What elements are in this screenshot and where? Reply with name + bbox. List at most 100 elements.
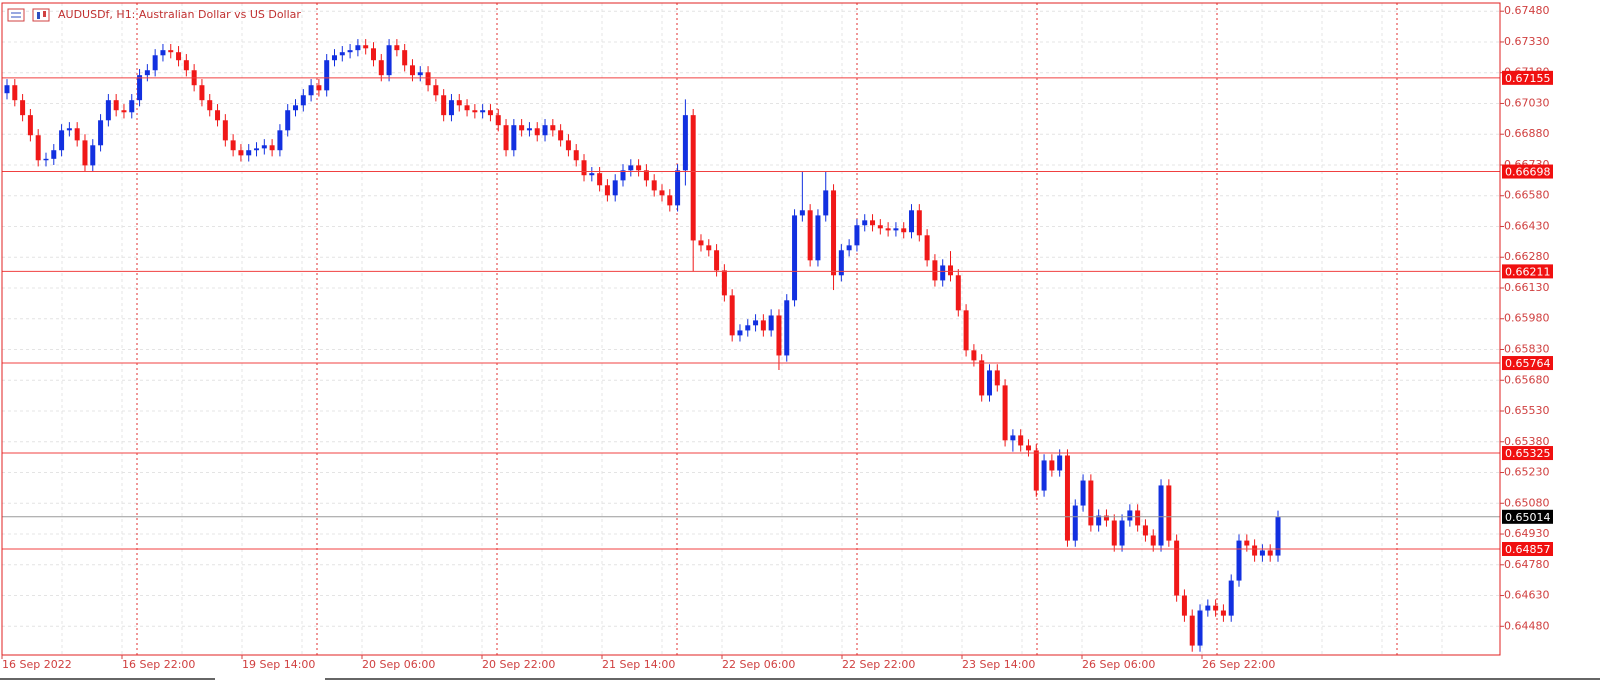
y-tick-label: 0.64780 bbox=[1504, 558, 1550, 571]
candle-body bbox=[35, 135, 41, 161]
candle-body bbox=[651, 180, 657, 191]
candle-body bbox=[487, 110, 493, 116]
candle-body bbox=[409, 65, 415, 76]
candle-body bbox=[589, 173, 595, 176]
candle-body bbox=[254, 148, 260, 151]
candle-body bbox=[823, 190, 829, 216]
candle-body bbox=[300, 95, 306, 106]
candle-body bbox=[129, 100, 135, 113]
y-tick-label: 0.67480 bbox=[1504, 4, 1550, 17]
candle-body bbox=[1080, 480, 1086, 506]
candle-body bbox=[168, 50, 174, 53]
candle-body bbox=[293, 105, 299, 111]
candle-body bbox=[20, 100, 26, 116]
candle-body bbox=[753, 320, 759, 326]
candle-body bbox=[909, 210, 915, 233]
x-tick-label: 16 Sep 2022 bbox=[2, 658, 72, 671]
candle-body bbox=[207, 100, 213, 111]
candle-body bbox=[729, 295, 735, 336]
candle-body bbox=[59, 130, 65, 151]
toolbar-icons bbox=[7, 8, 50, 22]
level-tag bbox=[1502, 541, 1553, 556]
candle-body bbox=[51, 150, 57, 159]
candle-body bbox=[854, 225, 860, 246]
candle-body bbox=[698, 240, 704, 246]
candle-body bbox=[994, 370, 1000, 386]
candle-body bbox=[1174, 540, 1180, 596]
candle-body bbox=[1244, 540, 1250, 546]
candle-body bbox=[550, 125, 556, 131]
candle-body bbox=[901, 228, 907, 233]
candle-body bbox=[316, 85, 322, 91]
candle-body bbox=[456, 100, 462, 106]
candle-body bbox=[768, 315, 774, 331]
period-separators bbox=[136, 3, 1398, 655]
candle-body bbox=[776, 315, 782, 356]
candle-body bbox=[4, 85, 10, 94]
candle-body bbox=[1259, 550, 1265, 556]
y-tick-label: 0.64930 bbox=[1504, 527, 1550, 540]
y-tick-label: 0.67030 bbox=[1504, 96, 1550, 109]
candle-body bbox=[269, 145, 275, 151]
level-tag bbox=[1502, 356, 1553, 371]
current-price-tag bbox=[1502, 509, 1553, 524]
y-tick-label: 0.65230 bbox=[1504, 466, 1550, 479]
candle-body bbox=[862, 220, 868, 226]
candle-body bbox=[986, 370, 992, 396]
candle-body bbox=[1096, 515, 1102, 526]
candle-body bbox=[152, 55, 158, 71]
candle-body bbox=[261, 145, 267, 149]
level-label: 0.65325 bbox=[1505, 447, 1551, 460]
level-label: 0.67155 bbox=[1505, 72, 1551, 85]
x-tick-label: 20 Sep 06:00 bbox=[362, 658, 435, 671]
candle-body bbox=[581, 160, 587, 176]
candle-body bbox=[1181, 595, 1187, 616]
level-tag bbox=[1502, 70, 1553, 85]
icon[interactable] bbox=[32, 8, 50, 22]
candle-body bbox=[1205, 605, 1211, 611]
candle-body bbox=[98, 120, 104, 146]
candle-body bbox=[402, 50, 408, 66]
scroll-bar bbox=[325, 678, 1600, 680]
candle-body bbox=[1142, 525, 1148, 536]
level-label: 0.65764 bbox=[1505, 357, 1551, 370]
level-tag bbox=[1502, 264, 1553, 279]
candle-body bbox=[636, 165, 642, 171]
candle-body bbox=[565, 140, 571, 151]
candle-body bbox=[480, 110, 486, 113]
candle-body bbox=[74, 128, 80, 141]
candle-body bbox=[667, 195, 673, 206]
candle-body bbox=[1057, 455, 1063, 471]
candle-body bbox=[472, 110, 478, 113]
candle-body bbox=[706, 245, 712, 251]
candle-body bbox=[784, 300, 790, 356]
candle-body bbox=[425, 72, 431, 86]
candle-body bbox=[378, 60, 384, 76]
candle-body bbox=[238, 150, 244, 156]
candle-body bbox=[1049, 460, 1055, 471]
candle-body bbox=[792, 215, 798, 301]
candle-body bbox=[815, 215, 821, 261]
candle-body bbox=[66, 128, 72, 131]
icon[interactable] bbox=[7, 8, 25, 22]
candle-body bbox=[1025, 445, 1031, 451]
x-tick-label: 22 Sep 22:00 bbox=[842, 658, 915, 671]
candle-body bbox=[643, 170, 649, 181]
candle-body bbox=[573, 150, 579, 161]
icon-bar bbox=[43, 11, 46, 17]
icon-bar bbox=[37, 12, 40, 19]
x-tick-label: 21 Sep 14:00 bbox=[602, 658, 675, 671]
candle-body bbox=[714, 250, 720, 271]
candle-body bbox=[433, 85, 439, 96]
y-tick-label: 0.65680 bbox=[1504, 373, 1550, 386]
levels bbox=[2, 77, 1500, 550]
candle-body bbox=[1252, 545, 1258, 556]
candle-body bbox=[183, 60, 189, 71]
candle-body bbox=[277, 130, 283, 151]
grid bbox=[2, 3, 1500, 655]
candle-body bbox=[285, 110, 291, 131]
candle-body bbox=[721, 270, 727, 296]
candle-body bbox=[331, 55, 337, 61]
candle-body bbox=[1010, 435, 1016, 441]
candle-body bbox=[885, 228, 891, 231]
